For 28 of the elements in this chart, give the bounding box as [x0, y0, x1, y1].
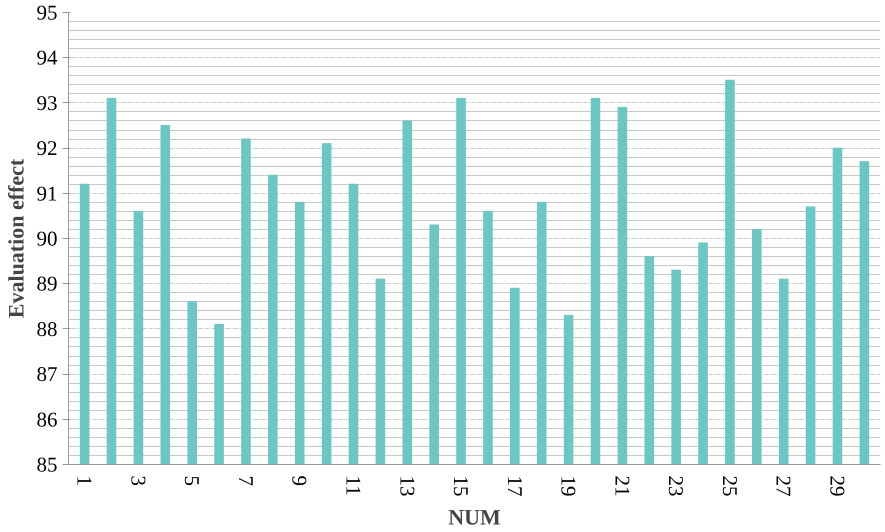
- x-tick-label: 23: [664, 476, 688, 496]
- x-tick-label: 13: [395, 476, 420, 496]
- y-tick-label: 87: [36, 362, 58, 386]
- y-tick-label: 90: [36, 226, 58, 250]
- x-tick-label: 25: [718, 476, 742, 496]
- y-tick-label: 88: [36, 316, 58, 341]
- y-tick-label: 94: [36, 46, 58, 70]
- y-axis-title: Evaluation effect: [4, 158, 28, 318]
- x-tick-label: 29: [825, 476, 850, 496]
- y-tick-label: 85: [36, 452, 58, 476]
- y-tick-label: 93: [36, 90, 58, 115]
- x-tick-label: 27: [772, 476, 796, 496]
- x-tick-label: 19: [556, 476, 581, 496]
- x-tick-label: 21: [610, 476, 634, 496]
- y-tick-label: 91: [36, 181, 58, 206]
- x-tick-label: 5: [180, 476, 204, 486]
- y-tick-label: 89: [36, 272, 58, 296]
- x-tick-label: 9: [288, 476, 312, 486]
- x-tick-label: 3: [126, 476, 150, 486]
- y-tick-label: 95: [36, 0, 58, 24]
- y-tick-label: 92: [36, 136, 58, 160]
- x-axis-title: NUM: [448, 504, 502, 530]
- x-tick-label: 1: [72, 476, 97, 486]
- x-tick-label: 11: [342, 476, 366, 496]
- x-tick-label: 7: [234, 476, 258, 486]
- x-tick-label: 17: [502, 476, 527, 496]
- x-tick-label: 15: [449, 476, 474, 496]
- y-tick-label: 86: [36, 407, 58, 432]
